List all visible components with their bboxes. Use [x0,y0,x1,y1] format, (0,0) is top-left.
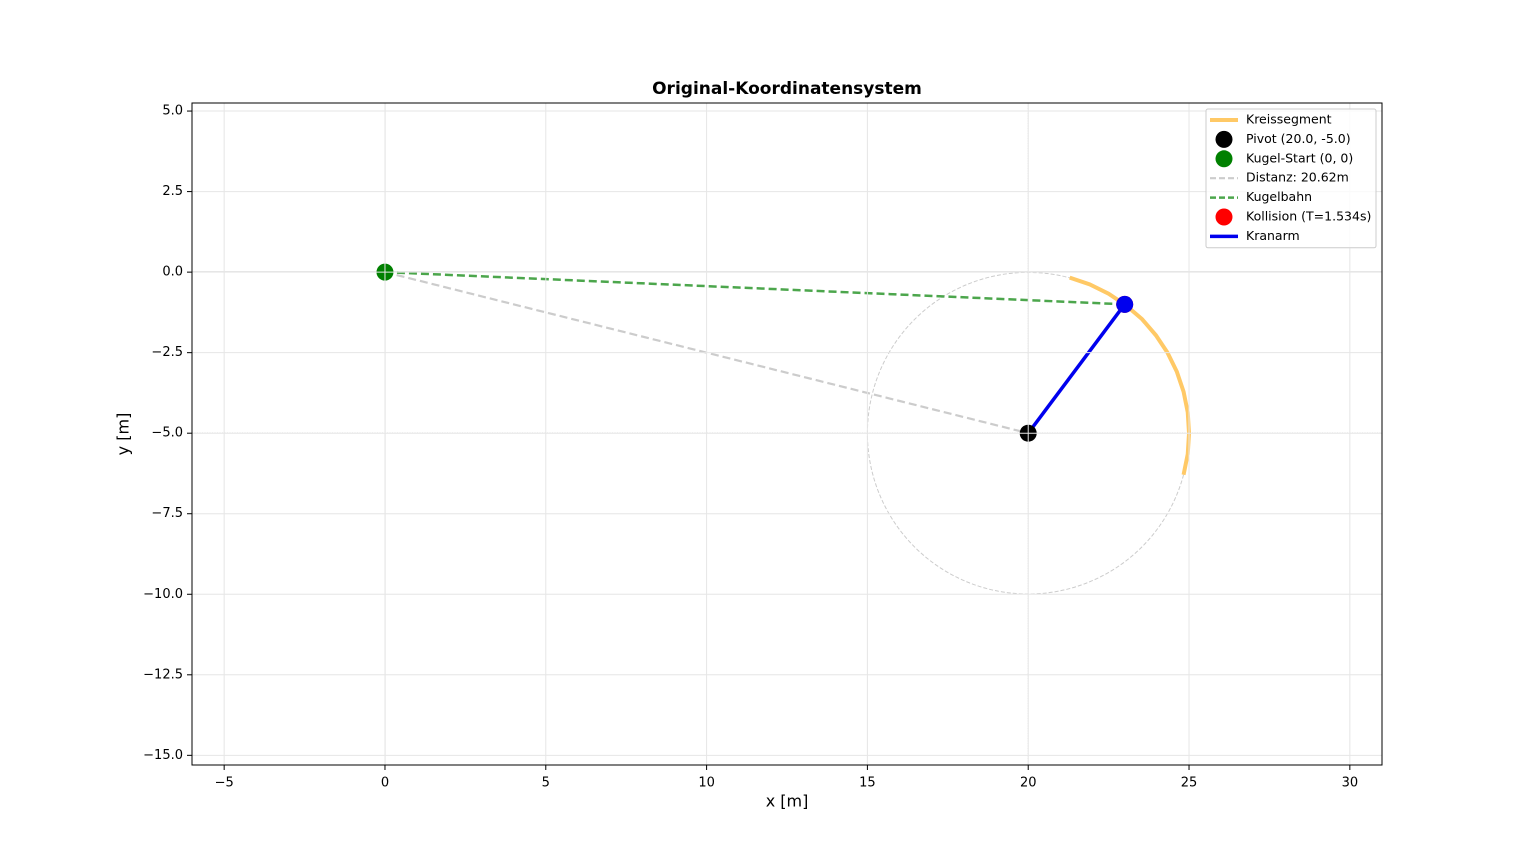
series-point [1116,295,1134,313]
x-tick-label: 10 [698,776,715,791]
x-tick-label: −5 [215,776,234,791]
x-tick-label: 5 [542,776,550,791]
x-tick-label: 25 [1181,776,1198,791]
y-tick-label: 0.0 [162,265,183,280]
chart-title: Original-Koordinatensystem [652,79,922,99]
y-tick-label: −15.0 [143,748,183,763]
x-tick-label: 30 [1342,776,1359,791]
x-axis-label: x [m] [766,792,809,811]
legend-swatch [1215,208,1233,226]
y-tick-label: 2.5 [162,184,183,199]
x-tick-label: 0 [381,776,389,791]
legend-label: Kreissegment [1246,112,1332,127]
x-tick-label: 15 [859,776,876,791]
legend-label: Kugelbahn [1246,189,1312,204]
x-tick-label: 20 [1020,776,1037,791]
legend-label: Kranarm [1246,228,1300,243]
legend-swatch [1215,150,1233,168]
y-axis-label: y [m] [114,413,133,456]
y-tick-label: −12.5 [143,667,183,682]
series-line [384,270,1125,306]
legend-label: Kugel-Start (0, 0) [1246,150,1353,165]
y-tick-label: −10.0 [143,587,183,602]
y-tick-label: 5.0 [162,104,183,119]
y-tick-label: −2.5 [151,345,183,360]
legend-swatch [1215,130,1233,148]
y-tick-label: −5.0 [151,426,183,441]
y-tick-label: −7.5 [151,506,183,521]
series-line [1026,303,1127,435]
legend-label: Distanz: 20.62m [1246,170,1349,185]
legend-box [1205,108,1377,249]
plot-area [192,103,1382,765]
legend-label: Kollision (T=1.534s) [1246,209,1371,224]
plot-frame [191,102,1383,766]
legend-label: Pivot (20.0, -5.0) [1246,131,1351,146]
